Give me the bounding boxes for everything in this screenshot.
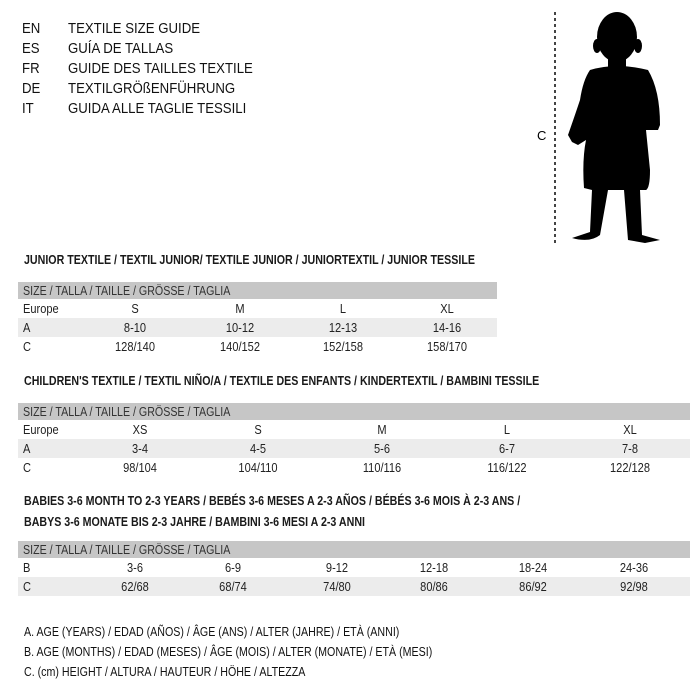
table-header-label: SIZE / TALLA / TAILLE / GRÖSSE / TAGLIA <box>23 404 231 419</box>
table-cell: 14-16 <box>432 320 462 335</box>
table-cell: S <box>254 422 262 437</box>
language-title: GUIDE DES TAILLES TEXTILE <box>68 60 253 77</box>
table-cell: 6-7 <box>499 441 515 456</box>
language-code: EN <box>22 20 41 37</box>
table-cell: 128/140 <box>115 339 155 354</box>
table-cell: 7-8 <box>622 441 638 456</box>
table-cell: M <box>377 422 387 437</box>
language-title: GUIDA ALLE TAGLIE TESSILI <box>68 100 247 117</box>
row-label: C <box>23 579 31 594</box>
table-cell: 18-24 <box>518 560 548 575</box>
table-cell: 116/122 <box>487 460 527 475</box>
table-title: BABIES 3-6 MONTH TO 2-3 YEARS / BEBÉS 3-… <box>24 493 521 508</box>
table-cell: 8-10 <box>123 320 147 335</box>
measure-label: C <box>537 128 546 143</box>
legend-item: B. AGE (MONTHS) / EDAD (MESES) / ÂGE (MO… <box>24 644 433 659</box>
child-silhouette-icon <box>568 12 660 243</box>
table-cell: 104/110 <box>238 460 278 475</box>
table-row: A 8-10 10-12 12-13 14-16 <box>18 318 497 337</box>
language-title: GUÍA DE TALLAS <box>68 40 174 57</box>
table-cell: 74/80 <box>323 579 351 594</box>
table-cell: 68/74 <box>219 579 247 594</box>
table-row: Europe XS S M L XL <box>18 420 690 439</box>
size-table: SIZE / TALLA / TAILLE / GRÖSSE / TAGLIA B… <box>18 541 690 596</box>
legend-item: A. AGE (YEARS) / EDAD (AÑOS) / ÂGE (ANS)… <box>24 624 400 639</box>
table-cell: 158/170 <box>427 339 467 354</box>
table-cell: 140/152 <box>220 339 260 354</box>
table-cell: 122/128 <box>610 460 650 475</box>
table-cell: 12-13 <box>328 320 358 335</box>
language-title: TEXTILGRÖßENFÜHRUNG <box>68 80 236 97</box>
language-code: IT <box>22 100 34 117</box>
table-row: C 62/68 68/74 74/80 80/86 86/92 92/98 <box>18 577 690 596</box>
table-row: B 3-6 6-9 9-12 12-18 18-24 24-36 <box>18 558 690 577</box>
language-code: ES <box>22 40 40 57</box>
table-cell: 5-6 <box>374 441 390 456</box>
table-cell: 152/158 <box>323 339 363 354</box>
language-title: TEXTILE SIZE GUIDE <box>68 20 201 37</box>
table-cell: XS <box>132 422 148 437</box>
row-label: B <box>23 560 31 575</box>
table-cell: 80/86 <box>420 579 448 594</box>
size-table: SIZE / TALLA / TAILLE / GRÖSSE / TAGLIA E… <box>18 282 497 356</box>
table-row: C 98/104 104/110 110/116 116/122 122/128 <box>18 458 690 477</box>
table-title-line2: BABYS 3-6 MONATE BIS 2-3 JAHRE / BAMBINI… <box>24 514 365 529</box>
table-cell: L <box>503 422 511 437</box>
row-label: A <box>23 320 31 335</box>
table-cell: 110/116 <box>362 460 402 475</box>
row-label: A <box>23 441 31 456</box>
table-cell: XL <box>440 301 454 316</box>
row-label: C <box>23 339 31 354</box>
table-row: Europe S M L XL <box>18 299 497 318</box>
table-cell: L <box>339 301 347 316</box>
table-title: JUNIOR TEXTILE / TEXTIL JUNIOR/ TEXTILE … <box>24 252 475 267</box>
table-cell: 4-5 <box>250 441 266 456</box>
table-cell: 98/104 <box>123 460 157 475</box>
legend-item: C. (cm) HEIGHT / ALTURA / HAUTEUR / HÖHE… <box>24 664 306 679</box>
table-cell: 10-12 <box>225 320 255 335</box>
table-header: SIZE / TALLA / TAILLE / GRÖSSE / TAGLIA <box>18 282 497 299</box>
table-header-label: SIZE / TALLA / TAILLE / GRÖSSE / TAGLIA <box>23 542 231 557</box>
table-header-label: SIZE / TALLA / TAILLE / GRÖSSE / TAGLIA <box>23 283 231 298</box>
table-row: A 3-4 4-5 5-6 6-7 7-8 <box>18 439 690 458</box>
table-cell: 24-36 <box>619 560 649 575</box>
table-cell: 62/68 <box>121 579 149 594</box>
row-label: Europe <box>23 301 59 316</box>
table-header: SIZE / TALLA / TAILLE / GRÖSSE / TAGLIA <box>18 541 690 558</box>
table-row: C 128/140 140/152 152/158 158/170 <box>18 337 497 356</box>
table-cell: M <box>235 301 245 316</box>
table-cell: 3-6 <box>127 560 143 575</box>
table-cell: XL <box>623 422 637 437</box>
row-label: Europe <box>23 422 59 437</box>
table-cell: S <box>131 301 139 316</box>
table-cell: 6-9 <box>225 560 241 575</box>
size-table: SIZE / TALLA / TAILLE / GRÖSSE / TAGLIA E… <box>18 403 690 477</box>
language-code: DE <box>22 80 41 97</box>
child-silhouette-figure: C <box>537 12 660 244</box>
table-header: SIZE / TALLA / TAILLE / GRÖSSE / TAGLIA <box>18 403 690 420</box>
table-cell: 3-4 <box>132 441 148 456</box>
table-cell: 9-12 <box>325 560 349 575</box>
table-title: CHILDREN'S TEXTILE / TEXTIL NIÑO/A / TEX… <box>24 373 540 388</box>
table-cell: 86/92 <box>519 579 547 594</box>
table-cell: 92/98 <box>620 579 648 594</box>
row-label: C <box>23 460 31 475</box>
table-cell: 12-18 <box>419 560 449 575</box>
language-code: FR <box>22 60 40 77</box>
